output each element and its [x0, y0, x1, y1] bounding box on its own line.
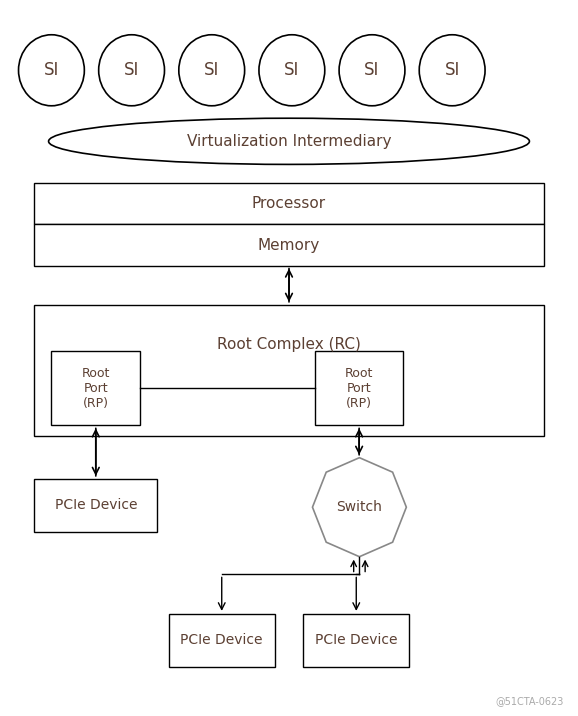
Text: Memory: Memory [258, 238, 320, 253]
Text: Root Complex (RC): Root Complex (RC) [217, 337, 361, 352]
Text: SI: SI [44, 62, 59, 79]
Text: SI: SI [444, 62, 460, 79]
Bar [34, 183, 544, 224]
Bar [51, 351, 140, 425]
Text: @51CTA-0623: @51CTA-0623 [495, 696, 564, 706]
Text: SI: SI [364, 62, 380, 79]
Text: PCIe Device: PCIe Device [315, 634, 398, 647]
Text: PCIe Device: PCIe Device [54, 498, 137, 513]
Text: Virtualization Intermediary: Virtualization Intermediary [187, 134, 391, 149]
Bar [169, 614, 275, 667]
Text: Switch: Switch [336, 500, 383, 514]
Bar [34, 224, 544, 266]
Text: Processor: Processor [252, 196, 326, 211]
Text: PCIe Device: PCIe Device [180, 634, 263, 647]
Text: SI: SI [124, 62, 139, 79]
Text: Root
Port
(RP): Root Port (RP) [81, 367, 110, 410]
Text: SI: SI [204, 62, 220, 79]
Bar [34, 479, 157, 532]
Text: Root
Port
(RP): Root Port (RP) [345, 367, 373, 410]
Text: SI: SI [284, 62, 299, 79]
Bar [34, 305, 544, 436]
Bar [303, 614, 409, 667]
Bar [315, 351, 403, 425]
